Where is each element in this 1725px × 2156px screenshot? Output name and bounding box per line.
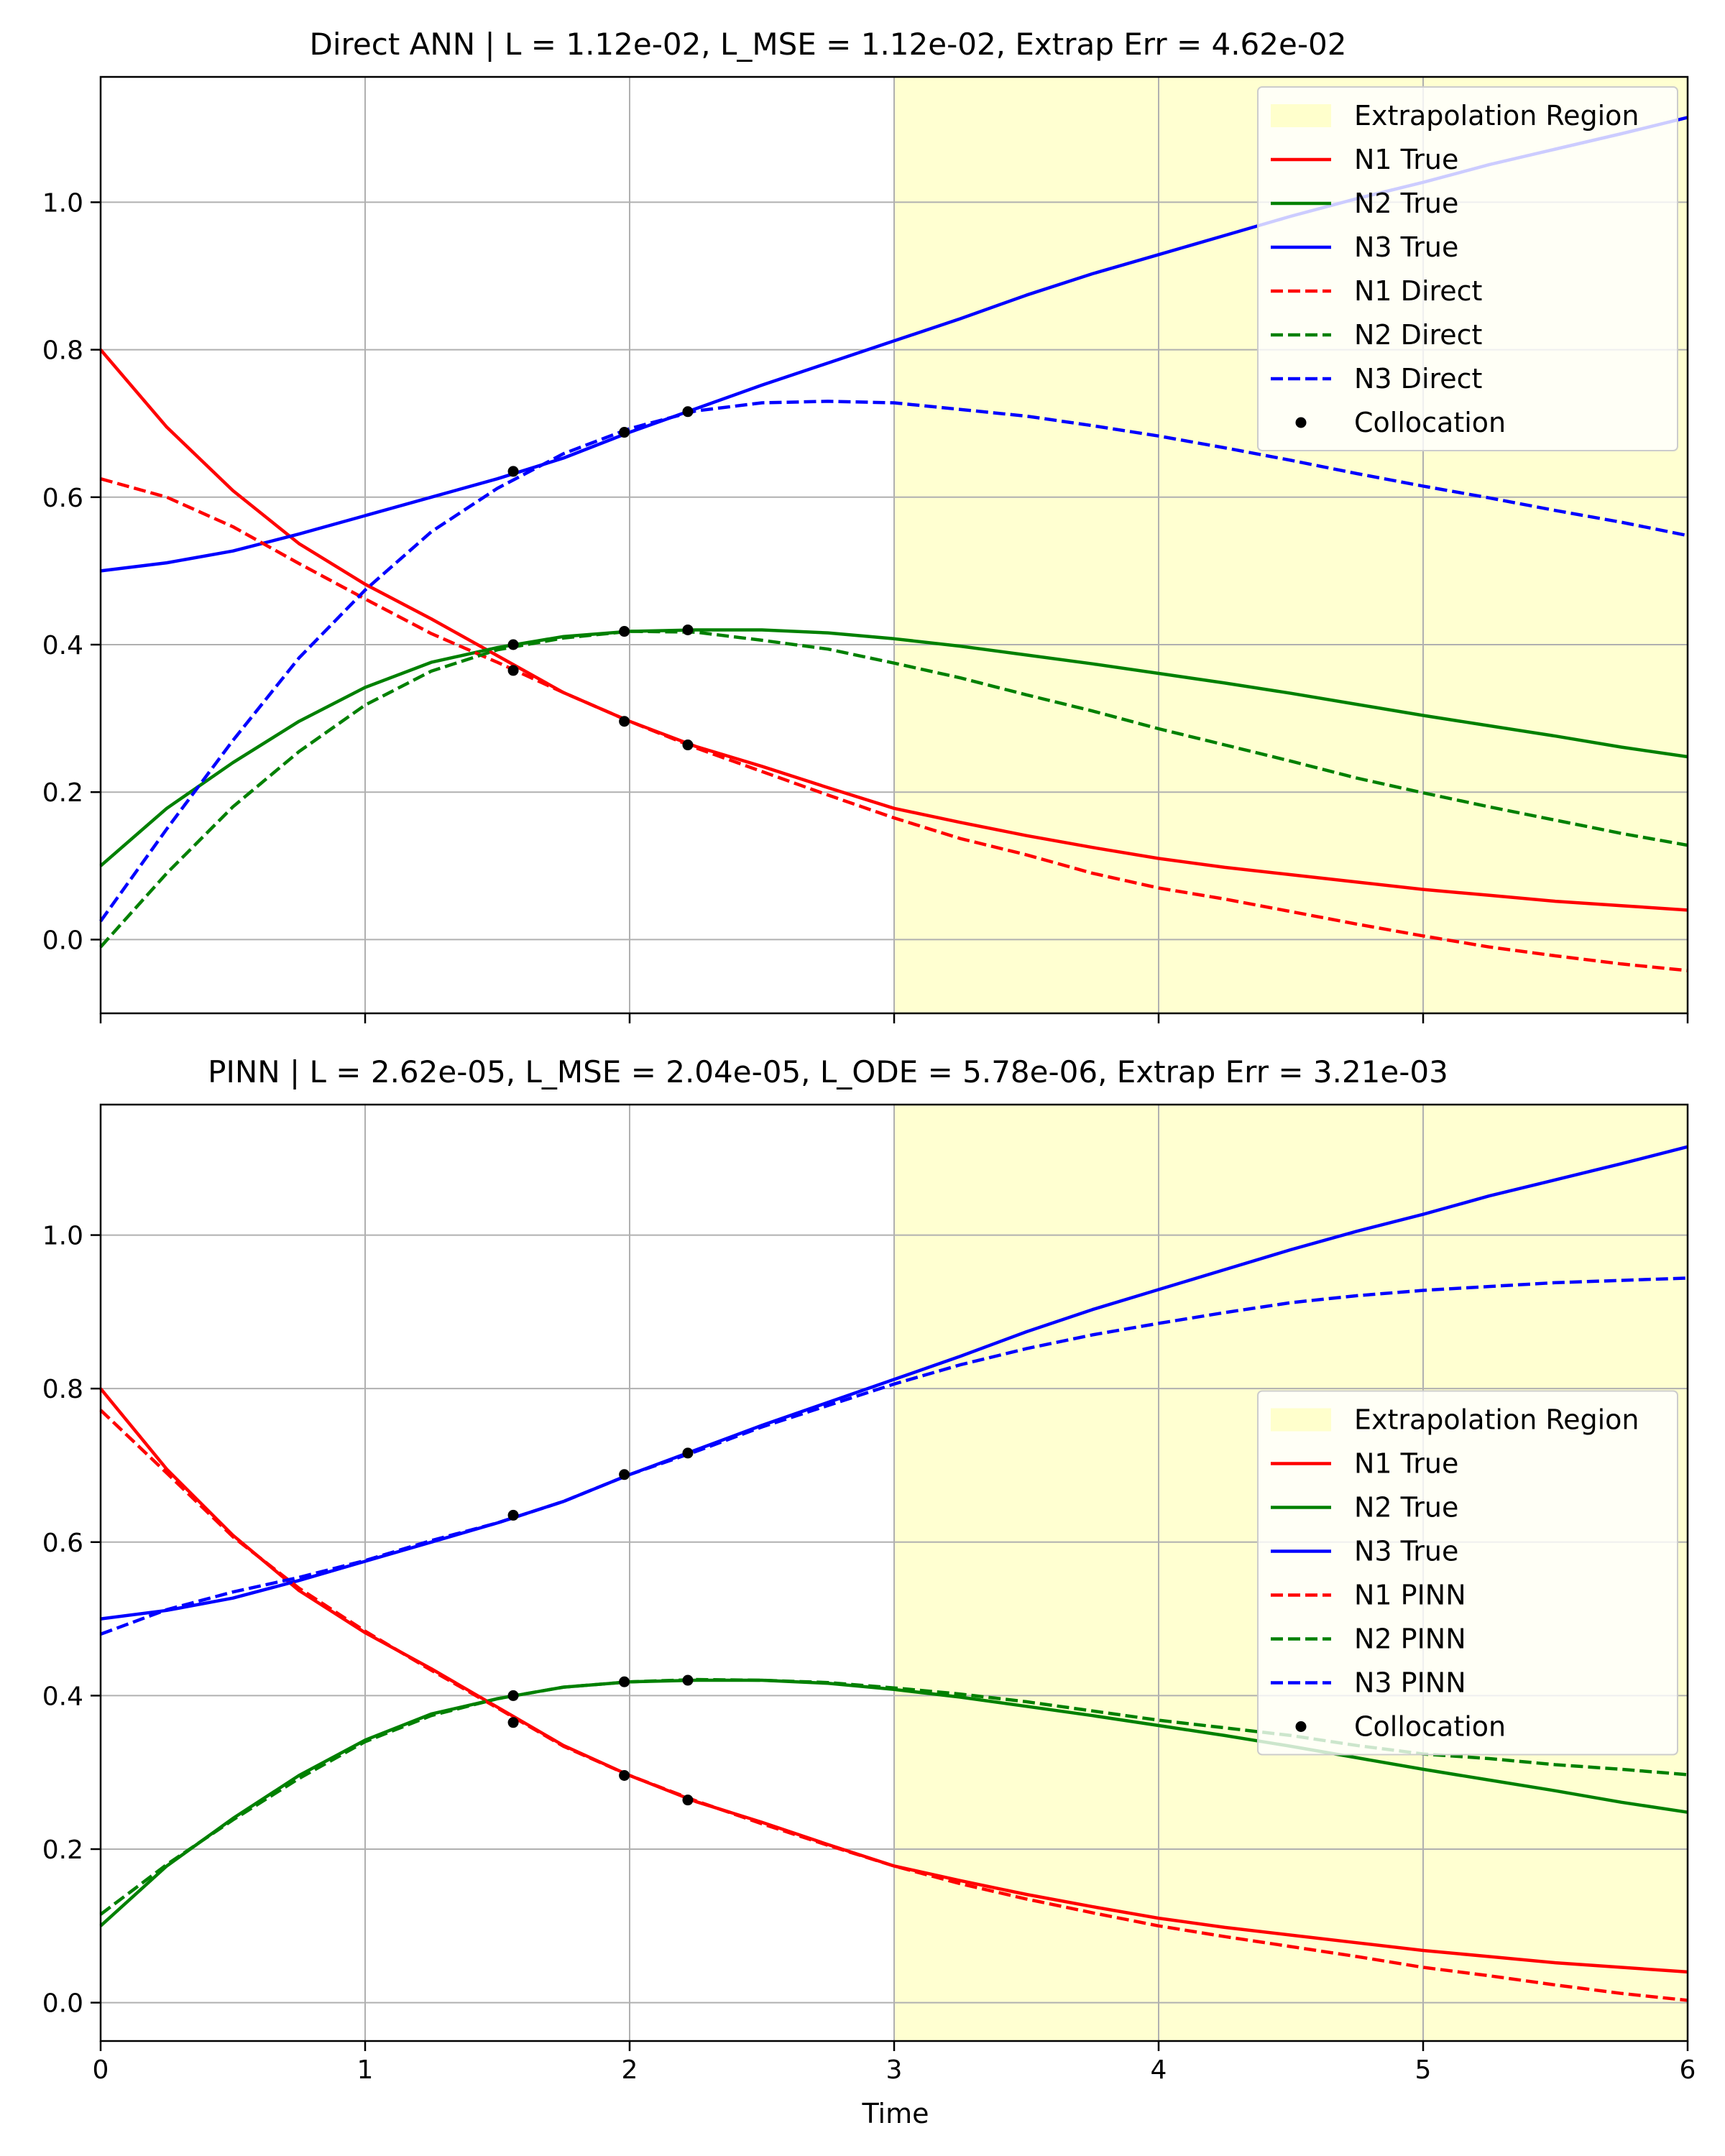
- collocation-point: [619, 427, 630, 438]
- collocation-point: [682, 1795, 694, 1806]
- legend-label: Collocation: [1354, 407, 1506, 438]
- series-line-n3-true: [100, 1145, 1688, 1621]
- series-line-n1-direct: [100, 477, 1688, 972]
- series-line-n2-true: [99, 628, 1688, 867]
- legend-label: Extrapolation Region: [1354, 1404, 1639, 1436]
- y-tick-label: 1.0: [42, 188, 83, 218]
- legend-label: Collocation: [1354, 1711, 1506, 1743]
- legend-label: Extrapolation Region: [1354, 100, 1639, 132]
- x-tick-label: 3: [886, 2055, 903, 2085]
- collocation-point: [619, 626, 630, 637]
- collocation-point: [507, 1717, 519, 1728]
- legend-label: N1 True: [1354, 1448, 1458, 1480]
- collocation-point: [682, 1674, 694, 1686]
- y-tick-label: 0.2: [42, 1835, 83, 1865]
- direct-ann-subplot: Direct ANN | L = 1.12e-02, L_MSE = 1.12e…: [42, 27, 1689, 1023]
- legend-label: N1 PINN: [1354, 1580, 1466, 1611]
- direct-ann-title: Direct ANN | L = 1.12e-02, L_MSE = 1.12e…: [310, 27, 1347, 62]
- x-tick-label: 0: [93, 2055, 109, 2085]
- y-tick-label: 0.8: [42, 1375, 83, 1404]
- y-tick-label: 0.8: [42, 336, 83, 366]
- collocation-point: [619, 1469, 630, 1480]
- legend-box: [1257, 86, 1678, 451]
- legend: Extrapolation Region N1 True N2 True N3 Tru…: [1257, 1390, 1678, 1756]
- legend-label: N1 Direct: [1354, 275, 1482, 307]
- collocation-point: [682, 740, 694, 751]
- x-tick-label: 4: [1151, 2055, 1167, 2085]
- collocation-point: [619, 1769, 630, 1781]
- legend-label: N2 True: [1354, 188, 1458, 219]
- y-tick-label: 1.0: [42, 1222, 83, 1251]
- series-line-n3-direct: [99, 400, 1688, 923]
- series-line-n3-pinn: [100, 1276, 1688, 1636]
- legend-handle-extrapolation-region: [1271, 1408, 1331, 1432]
- collocation-point: [507, 466, 519, 477]
- legend-box: [1257, 1390, 1678, 1756]
- collocation-point: [619, 1676, 630, 1687]
- legend-label: N3 Direct: [1354, 363, 1482, 395]
- y-tick-label: 0.0: [42, 1989, 83, 2019]
- legend-handle-collocation: [1295, 417, 1307, 428]
- y-tick-label: 0.4: [42, 1682, 83, 1711]
- collocation-point: [507, 665, 519, 676]
- legend-handle-extrapolation-region: [1271, 104, 1331, 127]
- collocation-point: [682, 406, 694, 418]
- y-tick-label: 0.2: [42, 778, 83, 808]
- y-tick-label: 0.4: [42, 631, 83, 660]
- legend-label: N3 True: [1354, 1536, 1458, 1567]
- legend-label: N3 True: [1354, 231, 1458, 263]
- legend-label: N3 PINN: [1354, 1667, 1466, 1699]
- collocation-point: [507, 1690, 519, 1701]
- y-tick-label: 0.0: [42, 926, 83, 955]
- legend: Extrapolation Region N1 True N2 True N3 Tru…: [1257, 86, 1678, 451]
- x-axis-label: Time: [862, 2098, 929, 2129]
- series-line-n1-true: [99, 349, 1688, 912]
- legend-handle-collocation: [1295, 1721, 1307, 1732]
- collocation-point: [682, 624, 694, 635]
- x-tick-label: 1: [357, 2055, 374, 2085]
- legend-label: N2 PINN: [1354, 1623, 1466, 1655]
- x-tick-label: 2: [622, 2055, 638, 2085]
- series-line-n2-direct: [99, 630, 1688, 949]
- pinn-subplot: PINN | L = 2.62e-05, L_MSE = 2.04e-05, L…: [42, 1054, 1696, 2129]
- x-tick-label: 5: [1415, 2055, 1432, 2085]
- legend-label: N1 True: [1354, 144, 1458, 175]
- collocation-point: [619, 716, 630, 727]
- collocation-point: [507, 639, 519, 650]
- collocation-point: [682, 1447, 694, 1459]
- x-tick-label: 6: [1680, 2055, 1696, 2085]
- y-tick-label: 0.6: [42, 1529, 83, 1558]
- pinn-title: PINN | L = 2.62e-05, L_MSE = 2.04e-05, L…: [208, 1054, 1448, 1089]
- legend-label: N2 Direct: [1354, 319, 1482, 351]
- legend-label: N2 True: [1354, 1492, 1458, 1524]
- collocation-point: [507, 1509, 519, 1521]
- y-tick-label: 0.6: [42, 484, 83, 513]
- series-line-n1-pinn: [99, 1409, 1688, 2002]
